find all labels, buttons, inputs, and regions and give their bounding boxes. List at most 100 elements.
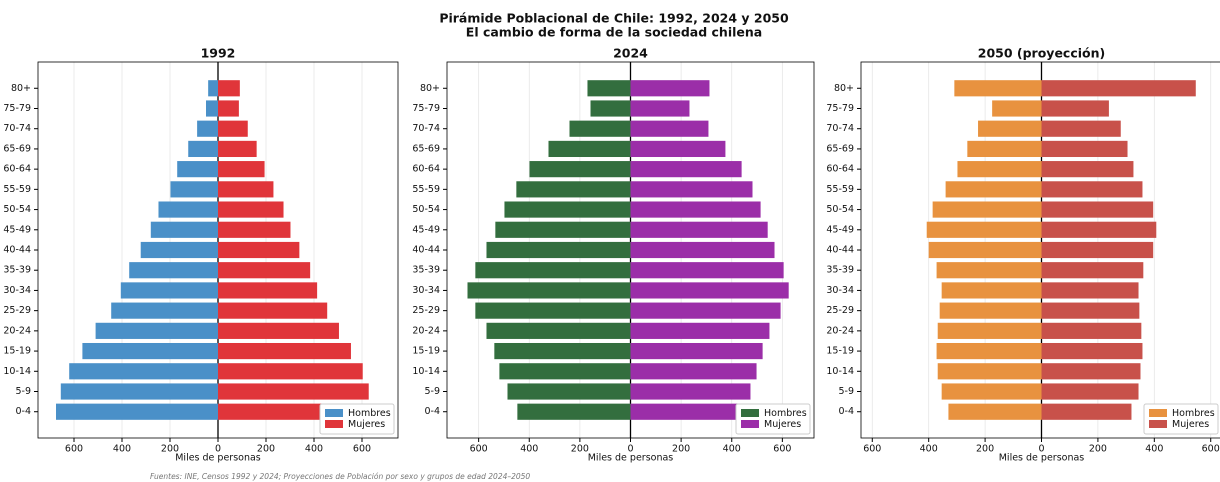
bar	[967, 140, 1042, 158]
y-tick-label: 10-14	[826, 366, 854, 377]
y-tick-label: 0-4	[838, 406, 854, 417]
x-axis-label: Miles de personas	[999, 453, 1085, 464]
y-tick-label: 40-44	[412, 245, 440, 256]
y-tick-label: 70-74	[826, 123, 854, 134]
bar	[218, 80, 240, 97]
y-tick-label: 75-79	[412, 103, 440, 114]
y-tick-label: 20-24	[3, 325, 31, 336]
bar	[939, 302, 1042, 319]
bar	[206, 100, 218, 117]
y-tick-label: 40-44	[3, 245, 31, 256]
y-tick-label: 45-49	[412, 224, 440, 235]
y-tick-label: 50-54	[412, 204, 440, 215]
bar	[630, 383, 751, 400]
bar	[926, 221, 1042, 238]
y-tick-label: 50-54	[826, 204, 854, 215]
bar	[517, 403, 631, 420]
y-tick-label: 55-59	[3, 184, 31, 195]
y-tick-label: 60-64	[826, 164, 854, 175]
y-tick-label: 65-69	[412, 143, 440, 154]
y-tick-label: 80+	[834, 83, 854, 94]
y-tick-label: 0-4	[15, 406, 31, 417]
bar	[941, 282, 1042, 299]
bar	[590, 100, 631, 117]
bar	[504, 201, 631, 218]
legend-label: Mujeres	[764, 419, 801, 430]
bar	[630, 80, 710, 97]
bar	[1041, 403, 1132, 420]
bar	[957, 161, 1042, 178]
bar	[1041, 181, 1143, 198]
y-tick-label: 25-29	[3, 305, 31, 316]
bar	[120, 282, 218, 299]
bar	[208, 80, 218, 97]
y-tick-label: 15-19	[826, 346, 854, 357]
y-tick-label: 60-64	[412, 164, 440, 175]
y-tick-label: 55-59	[826, 184, 854, 195]
y-tick-label: 80+	[11, 83, 31, 94]
bar	[82, 342, 219, 360]
bar	[1041, 221, 1157, 238]
x-tick-label: 600	[65, 444, 83, 455]
y-tick-label: 35-39	[3, 265, 31, 276]
y-tick-label: 50-54	[3, 204, 31, 215]
bar	[218, 100, 239, 117]
panel-title: 1992	[201, 46, 236, 61]
bar	[1041, 140, 1128, 158]
bar	[516, 181, 631, 198]
y-tick-label: 30-34	[412, 285, 440, 296]
bar	[218, 302, 328, 319]
legend-swatch	[1149, 409, 1167, 417]
bar	[170, 181, 218, 198]
bar	[630, 161, 742, 178]
bar	[111, 302, 218, 319]
figure-title: Pirámide Poblacional de Chile: 1992, 202…	[439, 11, 789, 26]
bar	[945, 181, 1042, 198]
bar	[978, 120, 1042, 137]
bar	[177, 161, 218, 178]
bar	[218, 262, 311, 279]
bar	[218, 363, 363, 380]
bar	[587, 80, 631, 97]
x-tick-label: 400	[113, 444, 131, 455]
bar	[937, 363, 1042, 380]
y-tick-label: 15-19	[3, 346, 31, 357]
y-tick-label: 45-49	[826, 224, 854, 235]
bar	[495, 221, 631, 238]
legend-swatch	[325, 409, 343, 417]
y-tick-label: 70-74	[412, 123, 440, 134]
bar	[150, 221, 218, 238]
y-tick-label: 20-24	[412, 325, 440, 336]
bar	[475, 262, 631, 279]
x-axis-label: Miles de personas	[588, 453, 674, 464]
bar	[529, 161, 631, 178]
figure-subtitle: El cambio de forma de la sociedad chilen…	[466, 25, 762, 40]
bar	[954, 80, 1042, 97]
x-tick-label: 400	[1145, 444, 1163, 455]
bar	[197, 120, 218, 137]
y-tick-label: 25-29	[826, 305, 854, 316]
bar	[507, 383, 631, 400]
bar	[630, 140, 726, 158]
y-tick-label: 80+	[420, 83, 440, 94]
bar	[1041, 302, 1140, 319]
y-tick-label: 5-9	[15, 386, 31, 397]
x-tick-label: 600	[1202, 444, 1220, 455]
bar	[140, 241, 218, 259]
plot-frame	[37, 61, 399, 439]
legend-label: Mujeres	[1172, 419, 1209, 430]
bar	[1041, 342, 1143, 360]
bar	[630, 181, 753, 198]
y-tick-label: 65-69	[826, 143, 854, 154]
bar	[1041, 262, 1144, 279]
bar	[948, 403, 1042, 420]
x-tick-label: 200	[571, 444, 589, 455]
plot-frame	[860, 61, 1220, 439]
bar	[936, 342, 1042, 360]
legend-label: Hombres	[348, 408, 391, 419]
y-tick-label: 75-79	[826, 103, 854, 114]
bar	[992, 100, 1042, 117]
bar	[218, 120, 248, 137]
x-tick-label: 200	[976, 444, 994, 455]
bar	[95, 322, 218, 339]
